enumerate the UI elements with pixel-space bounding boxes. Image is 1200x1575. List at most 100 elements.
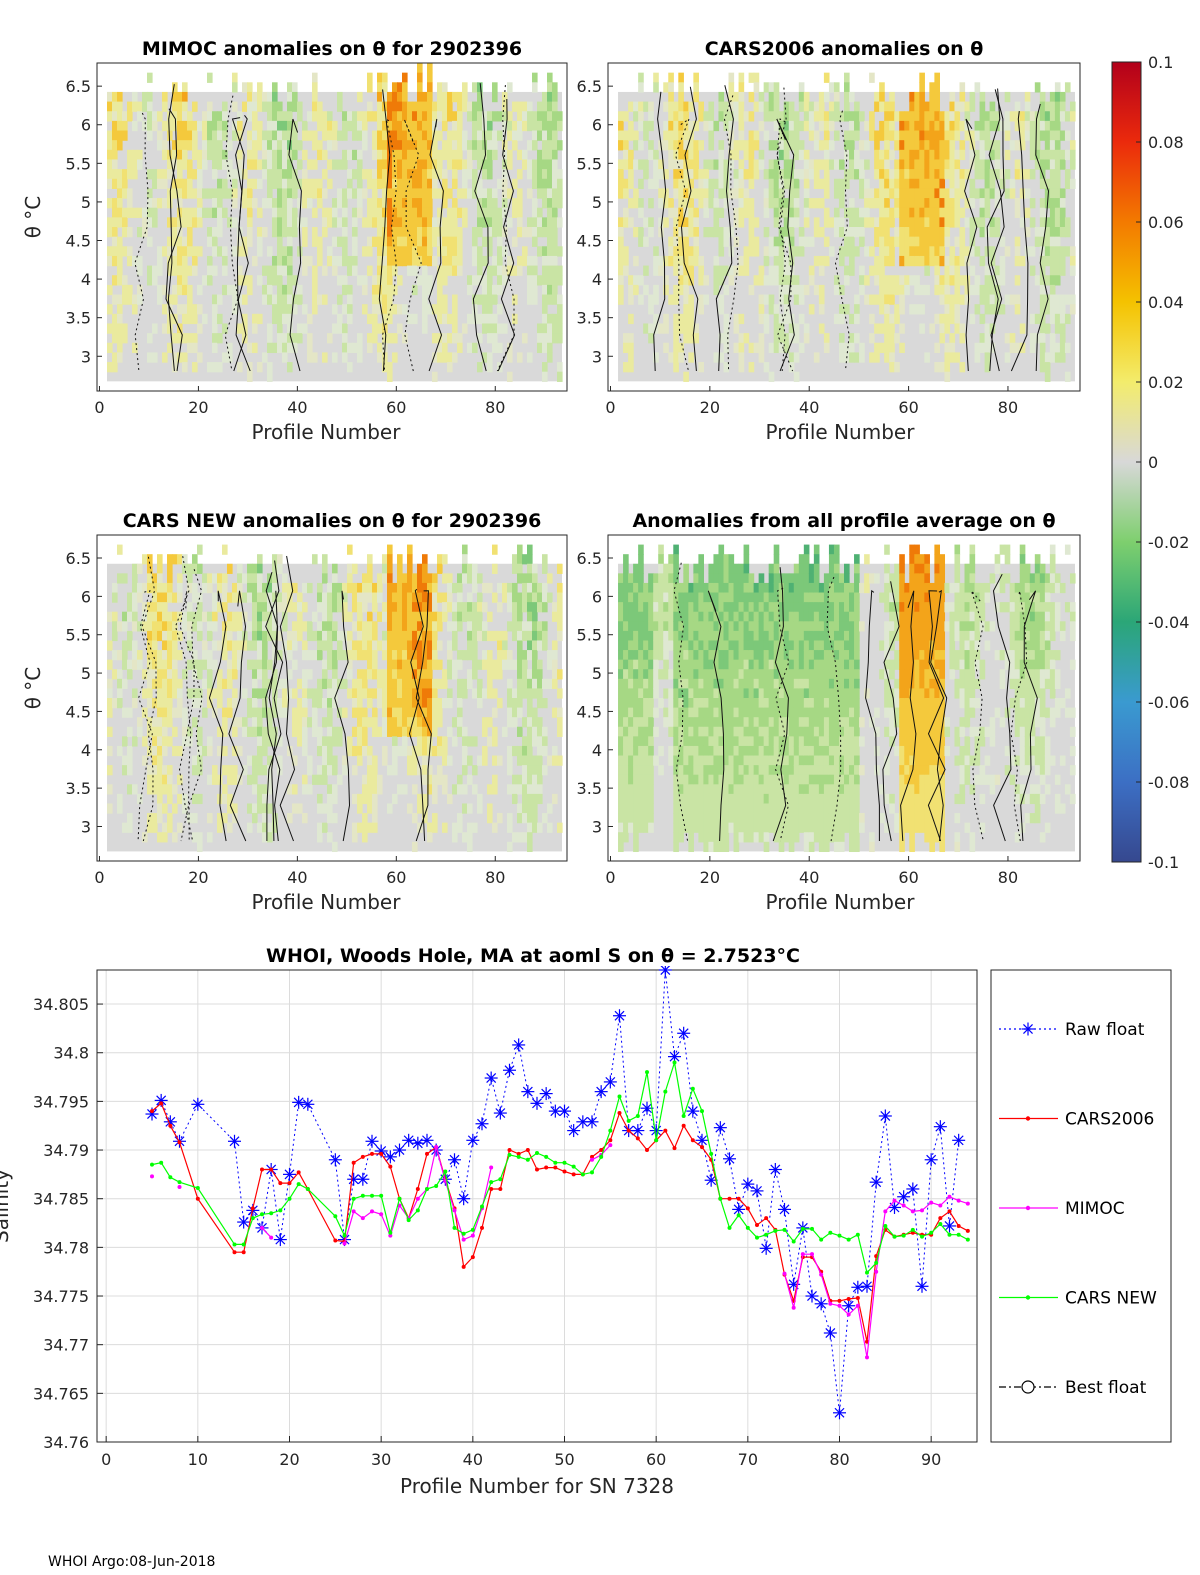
- heatmap-cell: [182, 707, 188, 718]
- heatmap-cell: [277, 265, 283, 276]
- heatmap-cell: [132, 101, 138, 112]
- heatmap-cell: [467, 159, 473, 170]
- heatmap-cell: [934, 342, 940, 354]
- heatmap-cell: [838, 333, 845, 344]
- heatmap-cell: [222, 726, 228, 737]
- heatmap-cell: [197, 149, 203, 161]
- heatmap-cell: [487, 294, 493, 305]
- heatmap-cell: [197, 563, 203, 574]
- heatmap-cell: [212, 294, 218, 305]
- heatmap-cell: [723, 169, 730, 180]
- heatmap-cell: [417, 745, 423, 757]
- heatmap-cell: [217, 688, 223, 699]
- heatmap-cell: [432, 707, 438, 718]
- heatmap-cell: [297, 698, 303, 709]
- heatmap-cell: [117, 323, 123, 334]
- heatmap-cell: [512, 178, 518, 190]
- heatmap-cell: [547, 91, 553, 103]
- heatmap-cell: [372, 688, 378, 699]
- heatmap-cell: [347, 640, 353, 651]
- heatmap-cell: [262, 582, 268, 594]
- heatmap-cell: [507, 650, 513, 661]
- heatmap-cell: [874, 227, 880, 238]
- heatmap-cell: [618, 630, 624, 642]
- heatmap-cell: [307, 255, 313, 267]
- heatmap-cell: [237, 592, 243, 603]
- heatmap-cell: [352, 236, 358, 247]
- heatmap-cell: [227, 803, 233, 814]
- heatmap-cell: [874, 91, 880, 103]
- heatmap-cell: [187, 140, 193, 151]
- heatmap-cell: [618, 178, 624, 190]
- heatmap-cell: [287, 207, 293, 218]
- heatmap-cell: [708, 130, 715, 141]
- heatmap-cell: [267, 342, 273, 354]
- heatmap-cell: [497, 659, 503, 670]
- heatmap-cell: [1049, 207, 1056, 218]
- heatmap-cell: [939, 362, 946, 373]
- heatmap-cell: [397, 255, 403, 267]
- heatmap-cell: [257, 726, 263, 737]
- heatmap-cell: [688, 313, 694, 325]
- heatmap-cell: [167, 707, 173, 718]
- heatmap-cell: [738, 265, 745, 276]
- heatmap-cell: [407, 207, 413, 218]
- heatmap-cell: [427, 130, 433, 141]
- heatmap-cell: [117, 255, 123, 267]
- heatmap-cell: [693, 207, 699, 218]
- heatmap-cell: [382, 149, 388, 161]
- heatmap-cell: [372, 592, 378, 603]
- heatmap-cell: [1009, 342, 1016, 354]
- heatmap-cell: [217, 294, 223, 305]
- heatmap-cell: [317, 832, 323, 843]
- heatmap-cell: [252, 140, 258, 151]
- heatmap-cell: [623, 159, 629, 170]
- heatmap-cell: [1044, 120, 1051, 132]
- heatmap-cell: [382, 284, 388, 296]
- heatmap-cell: [989, 342, 996, 354]
- heatmap-cell: [157, 784, 163, 795]
- heatmap-cell: [157, 573, 163, 584]
- heatmap-cell: [412, 592, 418, 603]
- heatmap-cell: [232, 188, 238, 199]
- heatmap-cell: [517, 563, 523, 574]
- heatmap-cell: [954, 323, 961, 334]
- heatmap-cell: [462, 159, 468, 170]
- heatmap-cell: [167, 573, 173, 584]
- heatmap-cell: [623, 111, 629, 122]
- heatmap-cell: [517, 659, 523, 670]
- heatmap-cell: [247, 236, 253, 247]
- heatmap-cell: [127, 111, 133, 122]
- heatmap-cell: [372, 236, 378, 247]
- heatmap-cell: [392, 227, 398, 238]
- heatmap-cell: [362, 736, 368, 747]
- heatmap-cell: [778, 294, 785, 305]
- heatmap-cell: [397, 82, 403, 93]
- heatmap-cell: [979, 294, 986, 305]
- heatmap-cell: [778, 323, 785, 334]
- heatmap-cell: [317, 101, 323, 112]
- heatmap-cell: [122, 178, 128, 190]
- heatmap-cell: [407, 602, 413, 613]
- heatmap-cell: [522, 765, 528, 776]
- heatmap-cell: [277, 140, 283, 151]
- x-tick-label: 20: [700, 398, 720, 417]
- heatmap-cell: [693, 140, 699, 151]
- heatmap-cell: [362, 573, 368, 584]
- heatmap-cell: [112, 313, 118, 325]
- x-tick-label: 20: [188, 398, 208, 417]
- heatmap-cell: [177, 611, 183, 622]
- heatmap-cell: [172, 707, 178, 718]
- heatmap-cell: [157, 707, 163, 718]
- heatmap-cell: [242, 198, 248, 209]
- heatmap-cell: [628, 582, 634, 594]
- heatmap-cell: [813, 140, 820, 151]
- heatmap-cell: [277, 111, 283, 122]
- heatmap-cell: [417, 582, 423, 594]
- heatmap-cell: [934, 255, 940, 267]
- heatmap-cell: [392, 765, 398, 776]
- heatmap-cell: [407, 717, 413, 728]
- heatmap-cell: [217, 774, 223, 785]
- heatmap-cell: [132, 169, 138, 180]
- heatmap-cell: [262, 621, 268, 632]
